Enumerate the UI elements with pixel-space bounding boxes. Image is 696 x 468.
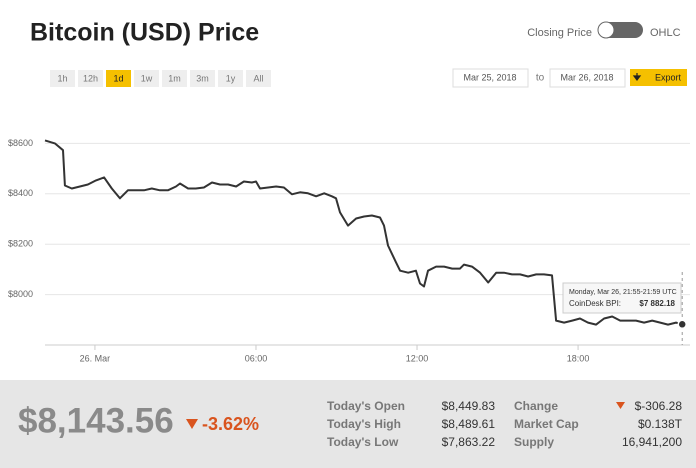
stat-label: Change [514,399,558,413]
stat-value: 16,941,200 [622,435,682,449]
y-tick-label: $8200 [8,239,33,249]
toggle-right-label: OHLC [650,27,681,39]
range-button[interactable] [78,70,103,87]
range-button[interactable] [134,70,159,87]
range-button[interactable] [218,70,243,87]
x-tick-label: 12:00 [406,353,429,363]
range-buttons: 1h 12h 1d 1w 1m 3m 1y All [50,70,271,87]
export-button[interactable] [630,69,687,86]
range-label: 1h [57,73,67,83]
range-label: 1m [168,73,181,83]
price-line [44,139,683,326]
hover-point [677,319,687,330]
date-from-input[interactable] [452,68,529,88]
stat-value: $7,863.22 [442,435,496,449]
toggle-knob [597,21,615,39]
range-label: All [253,73,263,83]
tooltip-value: $7 882.18 [639,299,675,308]
stat-label: Today's Low [327,435,399,449]
footer [0,380,696,468]
plot: $8000 $8200 $8400 $8600 26. Mar 06:00 12:00 18:… [8,138,690,363]
stat-label: Today's Open [327,399,405,413]
range-button[interactable] [246,70,271,87]
down-icon [186,419,198,429]
export-icon [632,73,642,81]
stat-label: Supply [514,435,554,449]
date-from: Mar 25, 2018 [463,72,516,82]
stats: Today's Open $8,449.83 Today's High $8,489.… [327,399,683,449]
range-label: 1y [226,73,236,83]
stat-value: $8,489.61 [442,417,496,431]
export-label: Export [655,72,682,82]
x-tick-label: 26. Mar [80,353,111,363]
price: $8,143.56 [18,401,174,440]
range-label: 3m [196,73,209,83]
stat-label: Market Cap [514,417,579,431]
range-button[interactable] [50,70,75,87]
y-tick-label: $8400 [8,188,33,198]
date-to: Mar 26, 2018 [560,72,613,82]
range-button[interactable] [106,70,131,87]
stat-label: Today's High [327,417,401,431]
range-label: 1d [113,73,123,83]
change-pct: -3.62% [202,414,259,434]
title: Bitcoin (USD) Price [30,19,259,47]
range-button[interactable] [190,70,215,87]
tooltip-box [562,282,682,314]
range-button[interactable] [162,70,187,87]
range-label: 1w [141,73,153,83]
stat-value: $0.138T [638,417,683,431]
date-to-input[interactable] [549,68,626,88]
change-icon [616,402,625,409]
tooltip-label: CoinDesk BPI: [569,299,621,308]
tooltip-time: Monday, Mar 26, 21:55-21:59 UTC [569,289,677,296]
x-tick-label: 18:00 [567,353,590,363]
date-sep: to [536,73,545,84]
y-tick-label: $8000 [8,289,33,299]
y-tick-label: $8600 [8,138,33,148]
range-label: 12h [83,73,98,83]
stat-value: $8,449.83 [442,399,496,413]
toggle-left-label: Closing Price [527,27,592,39]
x-tick-label: 06:00 [245,353,268,363]
stat-value: $-306.28 [635,399,683,413]
